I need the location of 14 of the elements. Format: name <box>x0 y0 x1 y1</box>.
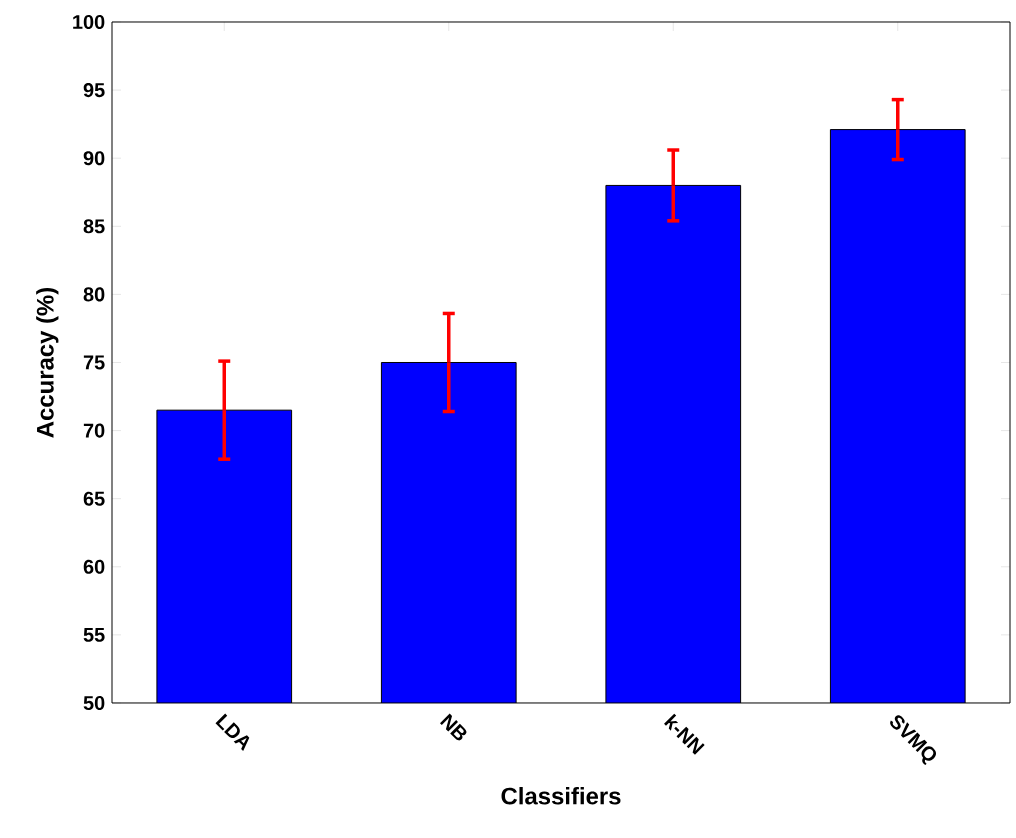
y-tick-label: 90 <box>83 151 105 166</box>
y-tick-label: 65 <box>83 491 105 506</box>
x-axis-title: Classifiers <box>501 786 621 805</box>
y-tick-label: 70 <box>83 423 105 438</box>
y-tick-label: 85 <box>83 219 105 234</box>
y-tick-label: 50 <box>83 695 105 711</box>
y-tick-label: 60 <box>83 559 105 574</box>
y-axis-title: Accuracy (%) <box>36 287 59 438</box>
y-tick-label: 80 <box>83 287 105 302</box>
y-tick-label: 55 <box>83 627 105 642</box>
y-tick-label: 95 <box>83 83 105 98</box>
x-tick-label: NB <box>440 713 467 741</box>
y-tick-label: 100 <box>73 14 105 30</box>
y-tick-label: 75 <box>83 355 105 370</box>
